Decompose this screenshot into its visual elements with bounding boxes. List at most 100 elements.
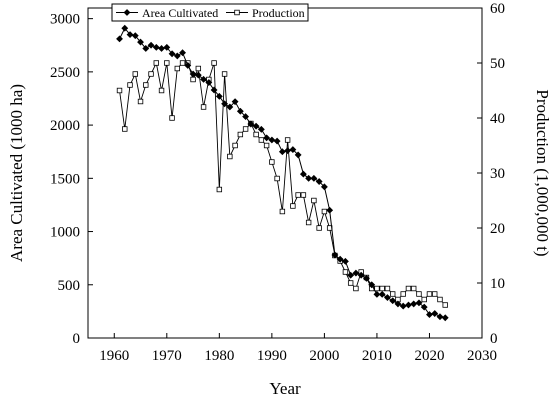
production-point [216, 186, 223, 193]
production-point [400, 291, 406, 297]
production-point [253, 131, 259, 138]
area-cultivated-point [436, 313, 444, 321]
area-cultivated-point [278, 148, 286, 156]
production-point [405, 285, 412, 292]
production-point [174, 65, 181, 72]
area-cultivated-point [326, 206, 334, 214]
production-point [290, 203, 296, 209]
area-cultivated-point [415, 299, 423, 307]
area-cultivated-point [336, 255, 344, 263]
legend-marker [123, 9, 131, 16]
area-cultivated-point [273, 137, 281, 145]
production-point [384, 285, 391, 292]
area-cultivated-point [158, 45, 165, 52]
area-cultivated-point [184, 62, 192, 69]
production-point [269, 159, 275, 165]
area-cultivated-point [368, 281, 376, 289]
legend-marker [234, 9, 240, 16]
production-point [148, 71, 154, 77]
x-tick-label: 2020 [414, 348, 444, 364]
production-point [305, 219, 312, 226]
area-cultivated-point [420, 303, 428, 311]
production-point [122, 126, 128, 132]
area-cultivated-point [200, 75, 207, 83]
production-point [221, 71, 228, 77]
area-cultivated-point [142, 45, 150, 52]
y-axis-title: Area Cultivated (1000 ha) [7, 84, 26, 262]
legend-entry-production: Production [226, 6, 305, 20]
area-cultivated-point [389, 297, 397, 305]
production-point [421, 296, 427, 303]
x-tick-label: 2030 [467, 348, 497, 364]
y2-tick-label: 10 [490, 276, 505, 292]
area-cultivated-point [189, 70, 197, 78]
production-point [137, 98, 144, 105]
legend-entry-area-cultivated: Area Cultivated [116, 6, 218, 20]
area-cultivated-point [378, 290, 386, 298]
production-point [442, 302, 448, 308]
production-point [200, 104, 207, 110]
area-cultivated-point [315, 178, 323, 185]
x-axis-title: Year [269, 379, 301, 398]
area-cultivated-point [163, 43, 171, 51]
y-tick-label: 1000 [50, 225, 80, 241]
area-cultivated-point [242, 113, 250, 121]
area-cultivated-point [152, 43, 160, 51]
production-point [374, 285, 380, 292]
area-cultivated-point [126, 31, 134, 39]
production-point [263, 142, 270, 149]
production-point [153, 60, 159, 66]
x-tick-label: 1970 [152, 348, 182, 364]
y-tick-label: 0 [73, 331, 81, 347]
legend-label: Area Cultivated [142, 6, 218, 20]
production-point [237, 131, 244, 138]
area-cultivated-point [405, 301, 412, 309]
area-cultivated-point [310, 174, 318, 182]
y-tick-label: 2000 [50, 118, 80, 134]
area-cultivated-point [341, 257, 349, 265]
area-cultivated-point [305, 174, 313, 182]
area-cultivated-point [289, 146, 297, 154]
area-cultivated-point [147, 41, 155, 49]
y-tick-label: 500 [58, 278, 81, 294]
x-tick-label: 1990 [257, 348, 287, 364]
y-tick-label: 2500 [50, 65, 80, 81]
production-point [179, 60, 186, 66]
production-point [190, 76, 196, 83]
area-cultivated-point [352, 269, 360, 277]
area-cultivated-point [347, 271, 355, 279]
area-cultivated-point [252, 122, 260, 130]
production-point [195, 65, 202, 72]
area-cultivated-point [236, 107, 244, 115]
area-cultivated-point [299, 170, 307, 178]
area-cultivated-point [431, 310, 439, 317]
production-point [353, 285, 359, 292]
production-point [211, 60, 217, 66]
production-point [321, 208, 328, 215]
area-cultivated-point [121, 24, 129, 32]
area-cultivated-point [441, 314, 449, 322]
x-tick-label: 1960 [99, 348, 129, 364]
area-cultivated-point [179, 49, 186, 57]
y-tick-label: 3000 [50, 12, 80, 28]
production-point [127, 82, 133, 88]
area-cultivated-point [294, 151, 302, 159]
area-cultivated-point [426, 311, 433, 319]
area-cultivated-point [373, 290, 381, 298]
area-cultivated-point [384, 294, 391, 301]
production-point [432, 291, 438, 297]
area-cultivated-point [231, 98, 239, 106]
production-point [242, 126, 249, 132]
production-point [279, 208, 286, 215]
legend-label: Production [252, 6, 305, 20]
y-tick-label: 1500 [50, 171, 80, 187]
area-cultivated-point [410, 300, 418, 308]
production-point [342, 269, 349, 275]
legend-box [111, 3, 309, 22]
production-point [232, 142, 238, 149]
production-point [411, 285, 417, 292]
production-point [258, 137, 265, 143]
area-cultivated-point [394, 300, 402, 308]
y2-axis-title: Production (1,000,000 t) [533, 89, 550, 256]
